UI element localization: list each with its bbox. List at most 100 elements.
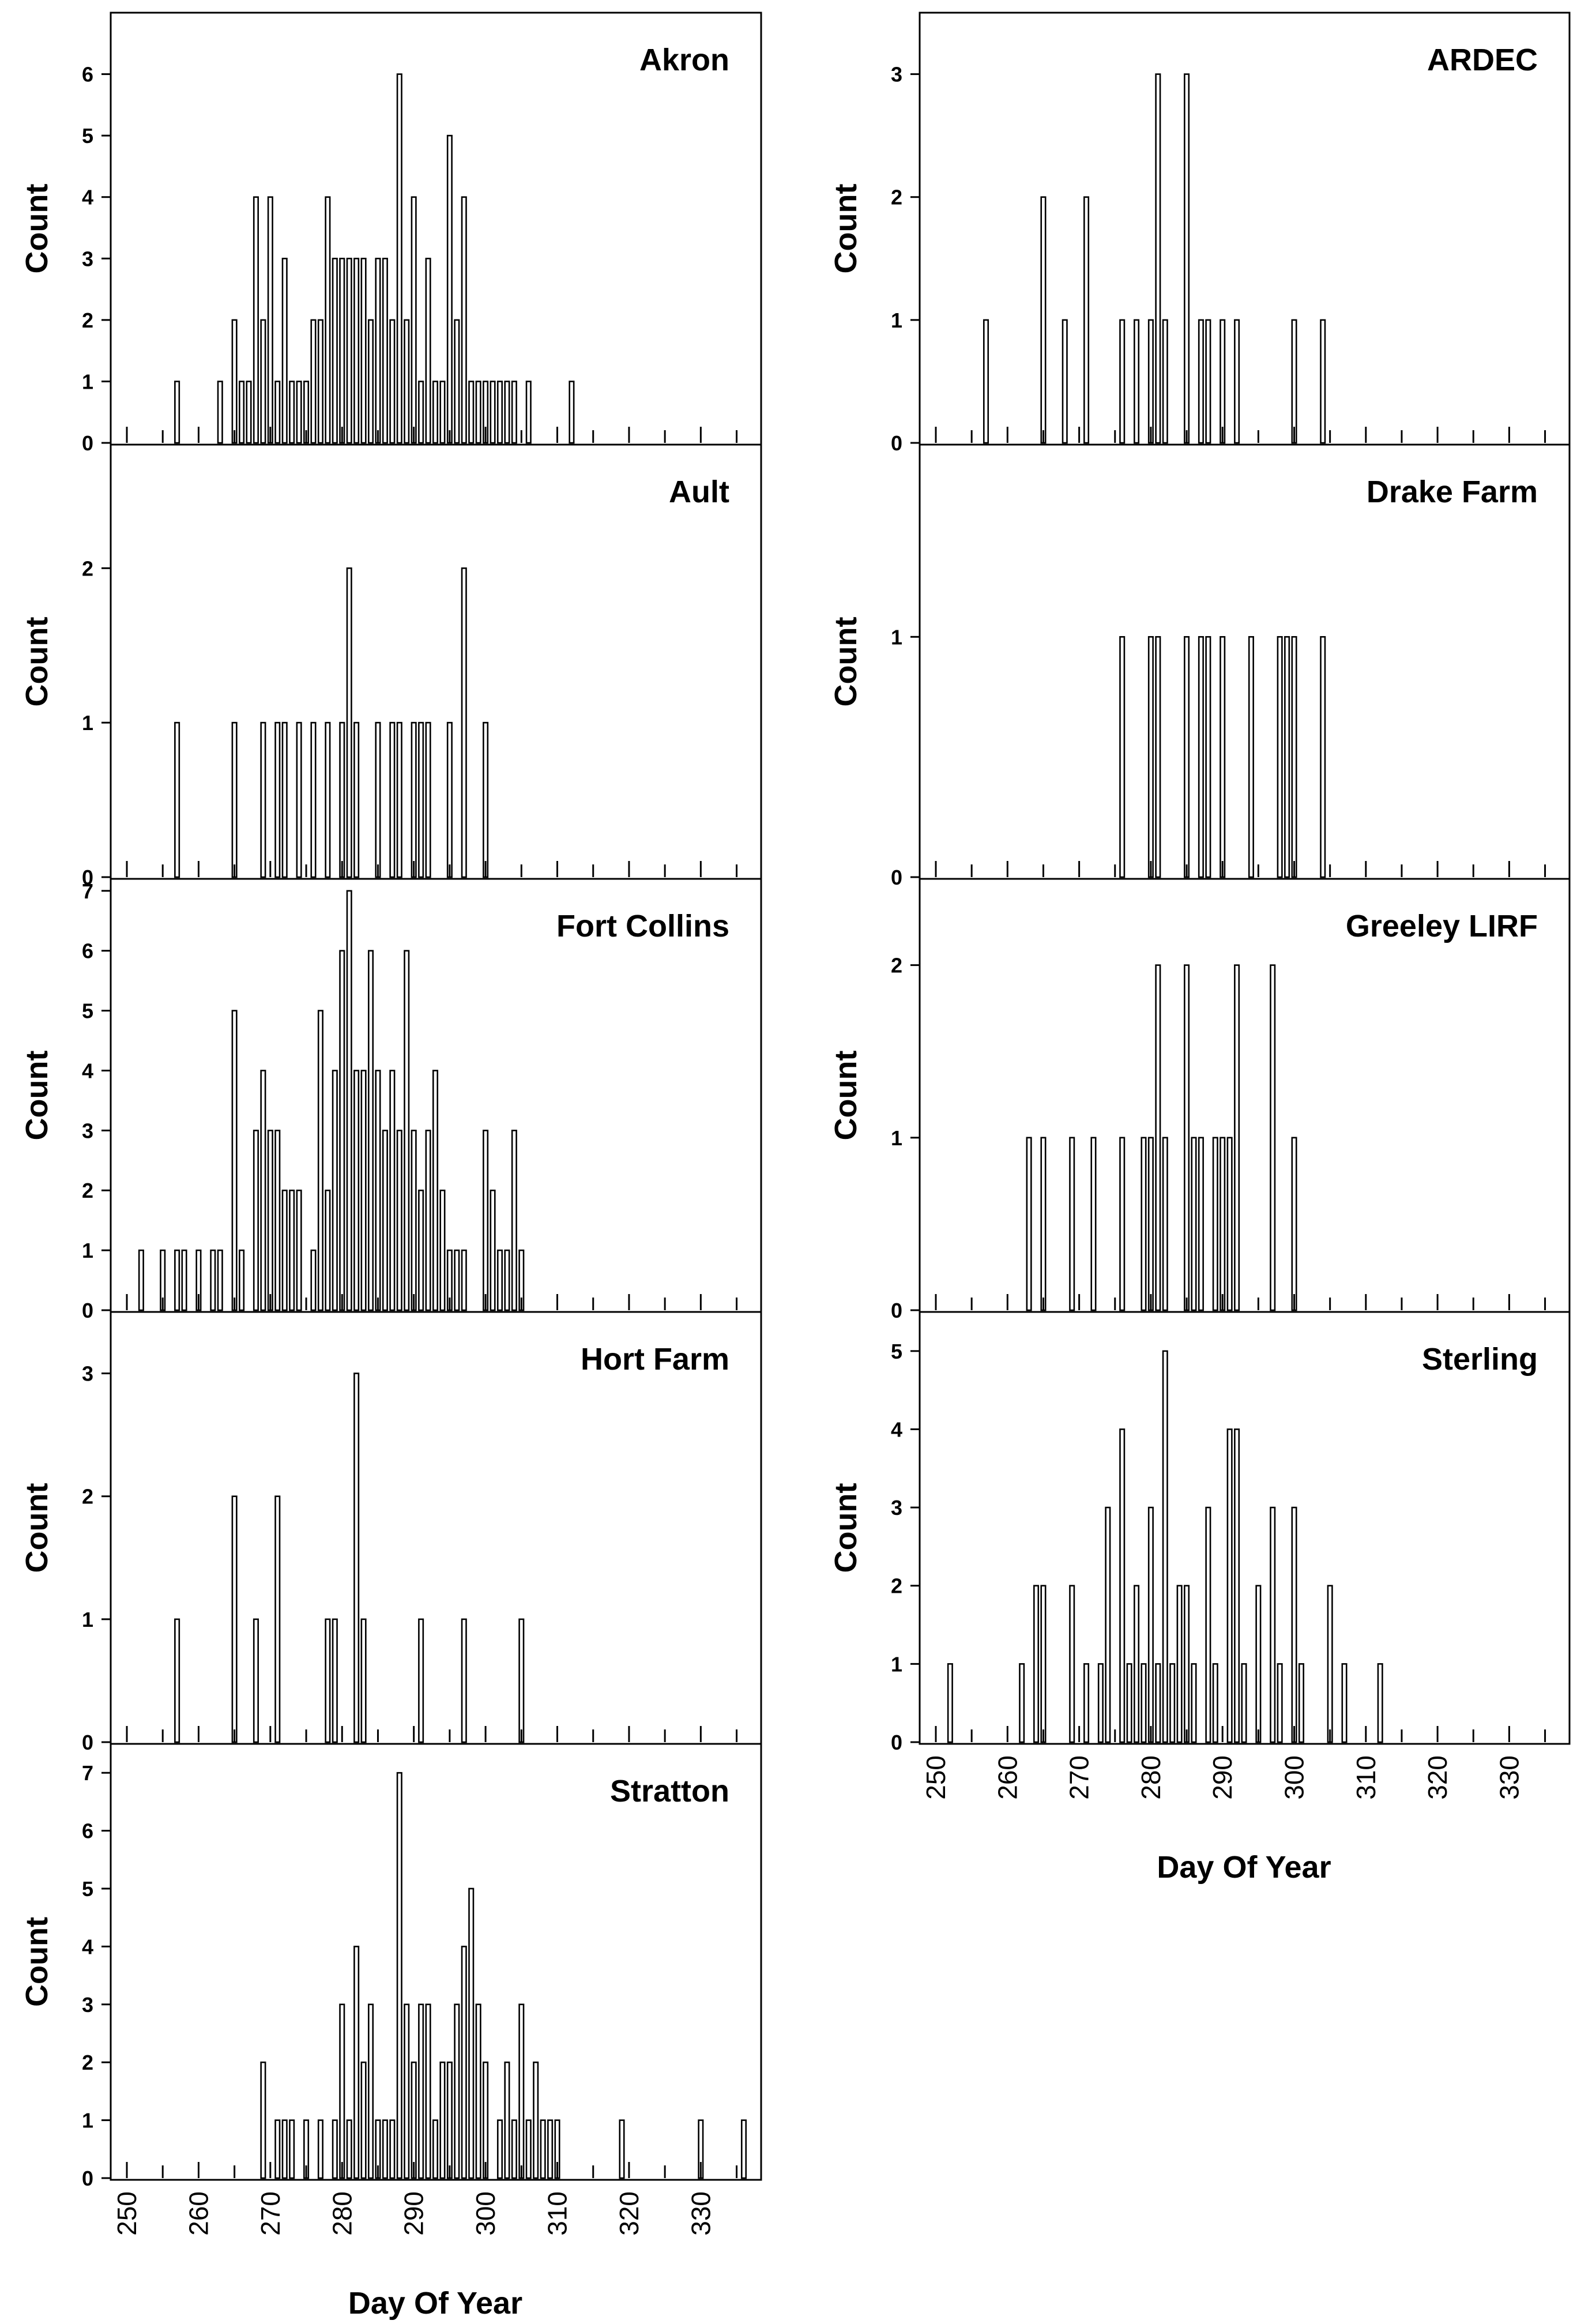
histogram-bar <box>281 1189 288 1311</box>
histogram-bar <box>425 721 431 878</box>
y-tick-label: 4 <box>82 1935 93 1958</box>
y-tick-label: 5 <box>891 1340 902 1363</box>
histogram-bar <box>1155 73 1161 444</box>
histogram-bar <box>367 319 374 444</box>
y-tick-label: 2 <box>891 1574 902 1598</box>
histogram-bar <box>1083 1663 1090 1743</box>
x-tick-label: 250 <box>921 1755 951 1800</box>
x-tick-label: 330 <box>686 2191 716 2236</box>
histogram-bar <box>353 1372 360 1743</box>
histogram-bar <box>339 2003 345 2179</box>
histogram-bar <box>332 257 338 444</box>
y-axis-label: Count <box>829 184 863 274</box>
histogram-bar <box>1119 319 1126 444</box>
x-tick-label: 310 <box>1351 1755 1381 1800</box>
histogram-bar <box>1341 1663 1348 1743</box>
panel-hort-farm: 0 1 2 3 Count Hort Farm <box>20 1311 762 1754</box>
histogram-bar <box>375 1070 381 1311</box>
histogram-bar <box>439 1189 446 1311</box>
histogram-bar <box>231 319 238 444</box>
histogram-bar <box>468 1887 475 2179</box>
histogram-bar <box>317 1010 323 1311</box>
y-tick-label: 6 <box>82 939 93 963</box>
histogram-bar <box>461 567 467 878</box>
histogram-bar <box>389 1070 396 1311</box>
y-tick-label: 1 <box>82 1608 93 1631</box>
y-tick-label: 2 <box>82 2051 93 2074</box>
y-axis-label: Count <box>829 1483 863 1573</box>
histogram-bar <box>404 950 410 1311</box>
histogram-bar <box>1212 1663 1218 1743</box>
y-axis-label: Count <box>20 184 54 274</box>
histogram-bar <box>1226 1137 1233 1311</box>
histogram-bar <box>1162 1350 1168 1743</box>
x-tick-label: 290 <box>399 2191 429 2236</box>
y-tick-label: 3 <box>82 1993 93 2017</box>
histogram-bar <box>1176 1585 1183 1743</box>
histogram-bar <box>461 1249 467 1311</box>
y-tick-label: 1 <box>82 1239 93 1262</box>
histogram-bar <box>310 319 317 444</box>
panel-title: ARDEC <box>1427 43 1538 77</box>
y-tick-label: 6 <box>82 1819 93 1843</box>
histogram-bar <box>432 1070 439 1311</box>
histogram-bar <box>404 2003 410 2179</box>
histogram-bar <box>496 381 503 444</box>
panel-fort-collins: 0 1 2 3 4 5 6 7 Count Fort Collins <box>20 878 762 1322</box>
histogram-bar <box>411 2061 417 2179</box>
x-tick-label: 310 <box>543 2191 573 2236</box>
histogram-bar <box>411 721 417 878</box>
histogram-bar <box>1090 1137 1097 1311</box>
histogram-bar <box>446 721 453 878</box>
histogram-bar <box>1234 964 1240 1311</box>
panel-title: Drake Farm <box>1367 475 1538 509</box>
histogram-bar <box>518 2003 525 2179</box>
histogram-bar <box>382 2119 388 2179</box>
y-tick-label: 0 <box>82 431 93 455</box>
histogram-bar <box>446 134 453 444</box>
histogram-bar <box>1291 319 1297 444</box>
histogram-bar <box>1134 1585 1140 1743</box>
x-tick-label: 270 <box>1064 1755 1094 1800</box>
histogram-bar <box>274 381 281 444</box>
histogram-bar <box>267 196 273 444</box>
histogram-bar <box>569 381 575 444</box>
histogram-bar <box>353 1946 360 2179</box>
x-tick-label: 260 <box>992 1755 1022 1800</box>
histogram-bar <box>1019 1663 1025 1743</box>
y-axis-label: Count <box>20 1917 54 2007</box>
y-tick-label: 0 <box>891 431 902 455</box>
histogram-bar <box>217 1249 223 1311</box>
panel-sterling: 0 1 2 3 4 5 Count Sterling 250 260 270 280 290 300 310… <box>829 1311 1571 1885</box>
histogram-bar <box>239 1249 245 1311</box>
histogram-bar <box>1097 1663 1104 1743</box>
histogram-bar <box>1155 636 1161 878</box>
y-tick-label: 5 <box>82 999 93 1023</box>
histogram-bar <box>353 1070 360 1311</box>
histogram-bar <box>511 1130 517 1311</box>
x-tick-label: 280 <box>1136 1755 1166 1800</box>
y-tick-label: 0 <box>891 1731 902 1754</box>
histogram-bar <box>231 1495 238 1743</box>
histogram-bar <box>490 381 496 444</box>
histogram-bar <box>1184 73 1190 444</box>
y-tick-label: 1 <box>891 1652 902 1676</box>
y-axis-label: Count <box>829 617 863 707</box>
histogram-bar <box>483 2061 489 2179</box>
histogram-bar <box>1205 636 1211 878</box>
y-tick-label: 0 <box>891 866 902 889</box>
histogram-bar <box>1147 1506 1154 1743</box>
y-axis-label: Count <box>20 617 54 707</box>
histogram-bar <box>461 1618 467 1743</box>
y-tick-label: 2 <box>82 556 93 580</box>
histogram-bar <box>1119 1137 1126 1311</box>
panel-frame <box>110 1311 762 1745</box>
y-tick-label: 2 <box>82 1485 93 1509</box>
y-tick-label: 4 <box>891 1417 902 1441</box>
histogram-bar <box>325 196 331 444</box>
histogram-bar <box>231 1010 238 1311</box>
panel-title: Ault <box>669 475 729 509</box>
histogram-bar <box>1298 1663 1304 1743</box>
histogram-bar <box>346 257 352 444</box>
x-tick-label: 320 <box>614 2191 644 2236</box>
